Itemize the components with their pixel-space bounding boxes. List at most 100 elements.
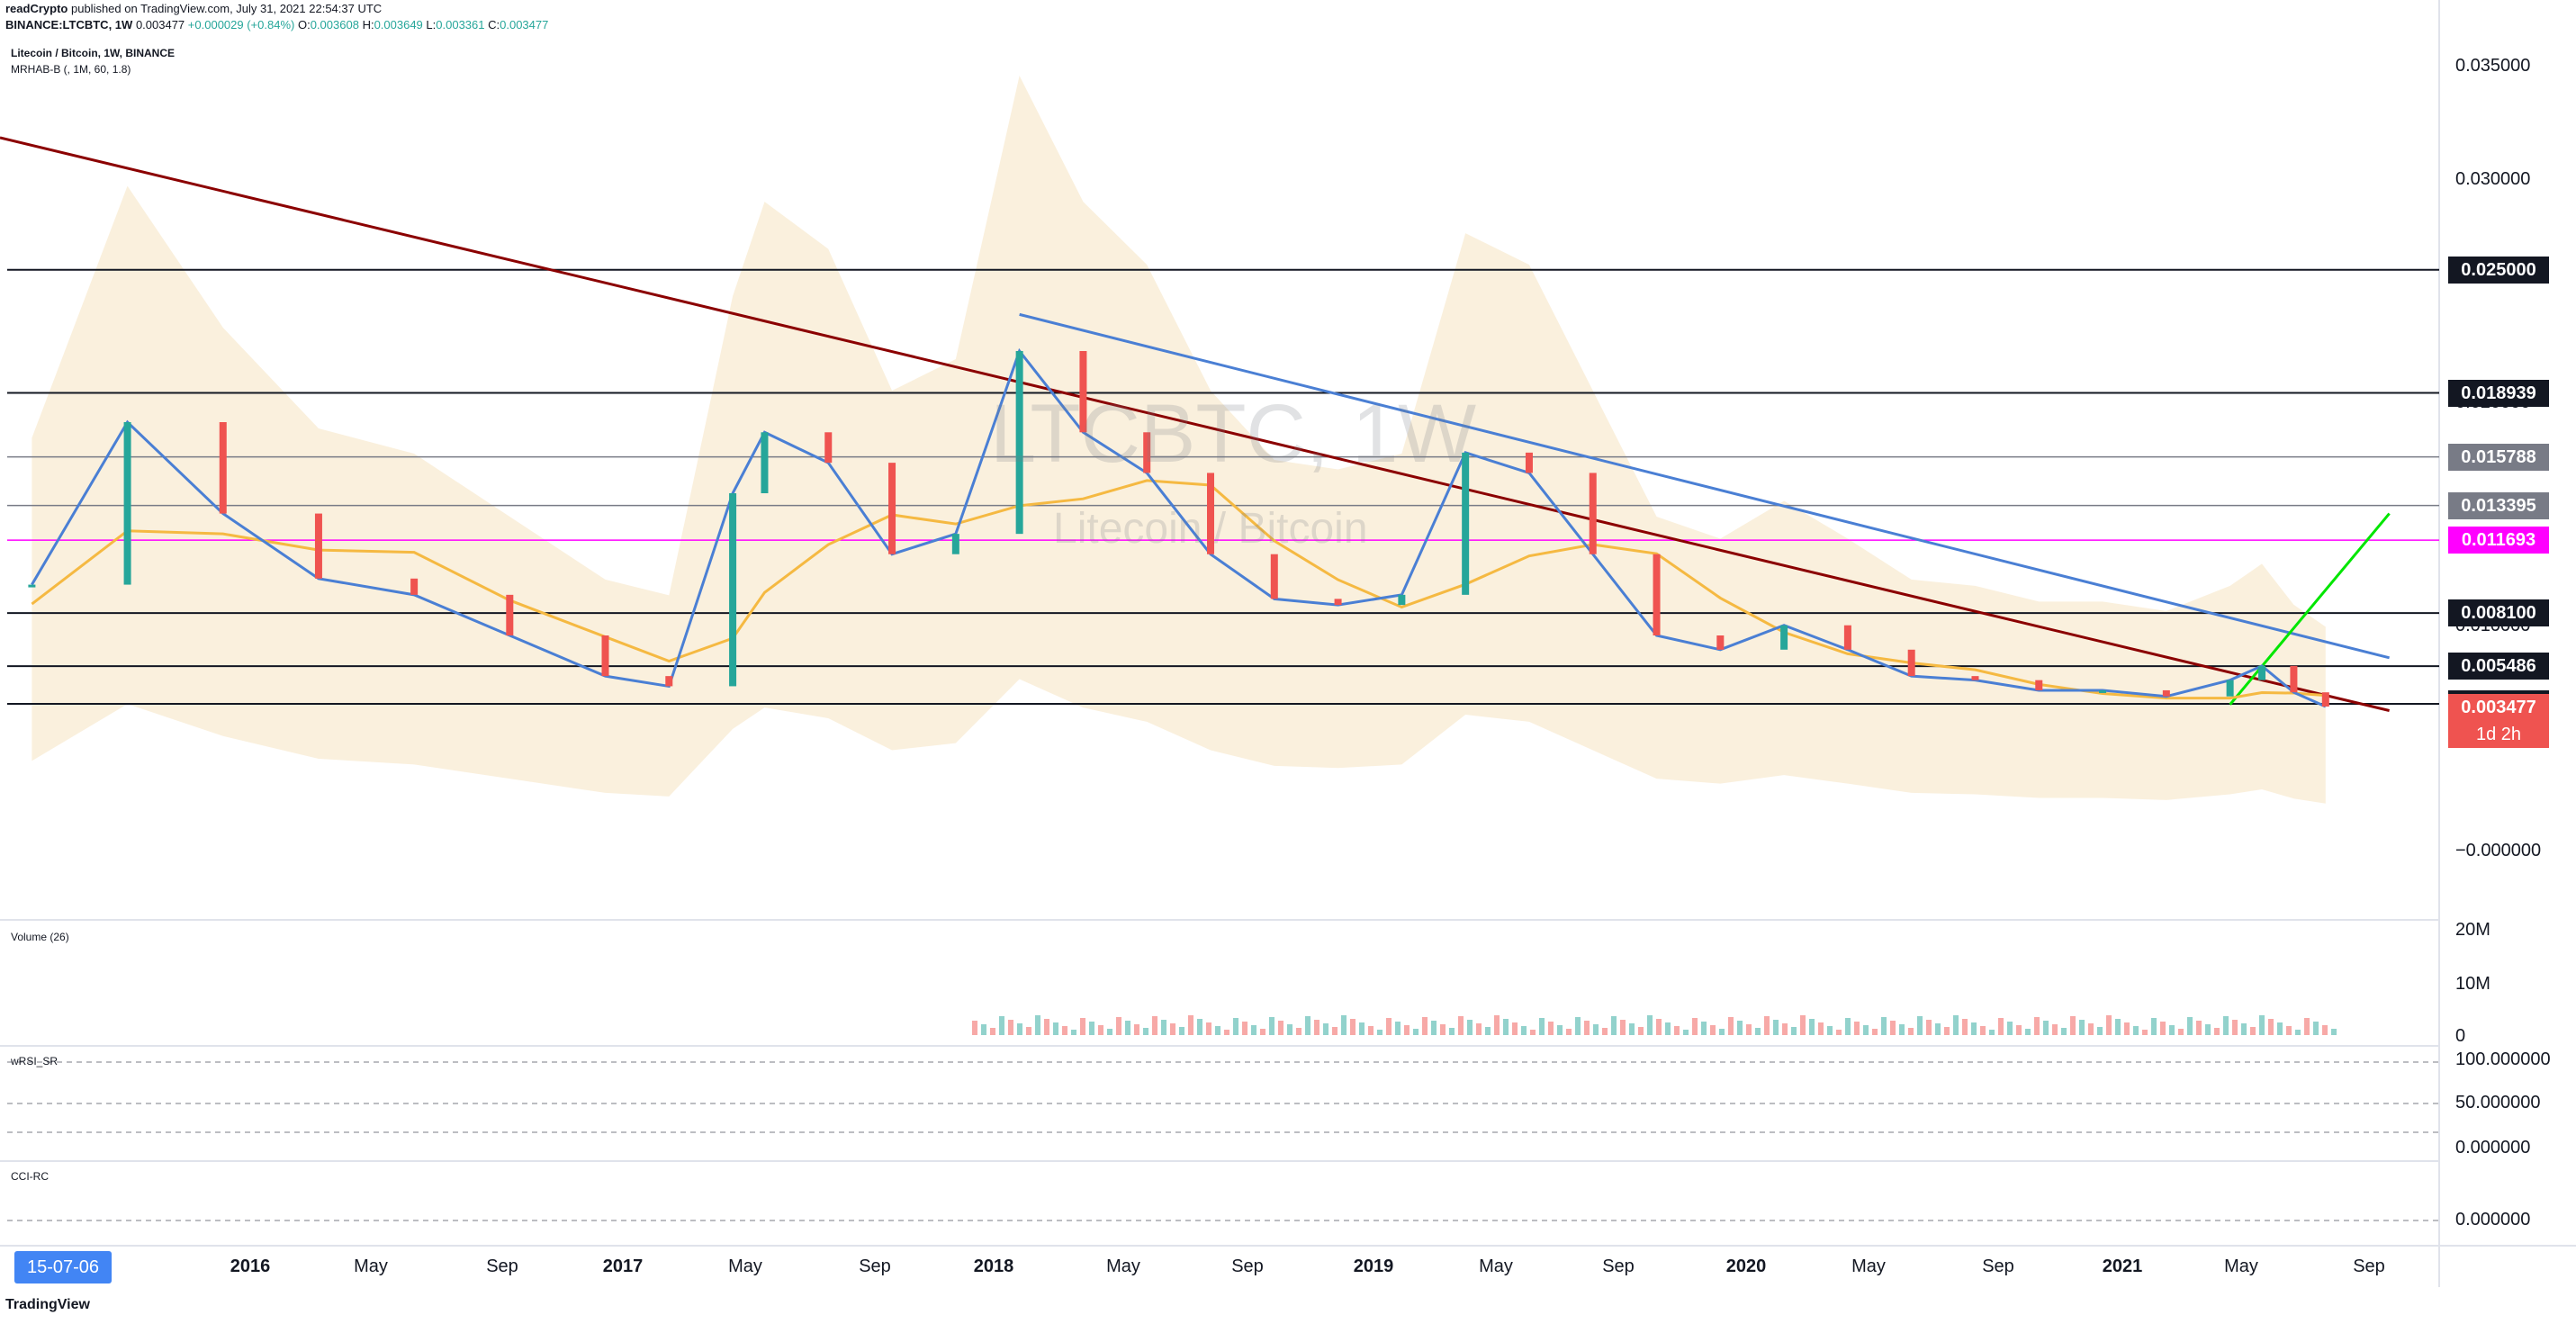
- volume-bar: [1368, 1026, 1374, 1035]
- volume-bar: [2331, 1029, 2337, 1035]
- volume-bar: [2097, 1027, 2103, 1035]
- volume-bar: [1125, 1021, 1130, 1035]
- volume-bar: [1260, 1029, 1265, 1035]
- volume-bar: [1422, 1017, 1428, 1035]
- candle: [506, 594, 514, 635]
- volume-bar: [1512, 1022, 1518, 1035]
- volume-bar: [1593, 1024, 1599, 1035]
- volume-bar: [981, 1024, 986, 1035]
- volume-bar: [2061, 1028, 2067, 1035]
- rsi-axis-label: 100.000000: [2455, 1049, 2551, 1069]
- volume-bar: [990, 1028, 995, 1035]
- volume-bar: [1197, 1019, 1202, 1035]
- volume-bar: [2007, 1022, 2013, 1035]
- cci-pane-label[interactable]: CCI-RC: [11, 1170, 49, 1183]
- volume-bar: [1521, 1026, 1527, 1035]
- time-axis-label: Sep: [2353, 1256, 2385, 1276]
- volume-bar: [1638, 1027, 1644, 1035]
- ema-line: [31, 479, 2326, 700]
- candle: [28, 584, 36, 588]
- volume-pane-label[interactable]: Volume (26): [11, 931, 69, 943]
- price-change: +0.000029 (+0.84%): [187, 18, 295, 32]
- volume-bar: [1377, 1030, 1383, 1035]
- publisher-name[interactable]: readCrypto: [5, 2, 68, 15]
- volume-bar: [1107, 1029, 1112, 1035]
- volume-bar: [1989, 1030, 1995, 1035]
- volume-bar: [1800, 1015, 1806, 1035]
- volume-bar: [1656, 1019, 1662, 1035]
- volume-bar: [1602, 1028, 1608, 1035]
- time-axis-label: May: [354, 1256, 388, 1276]
- volume-bar: [1953, 1015, 1959, 1035]
- volume-bar: [2232, 1020, 2238, 1035]
- price-tag: 0.013395: [2448, 491, 2549, 519]
- rsi-axis-label: 50.000000: [2455, 1093, 2541, 1112]
- volume-bar: [2313, 1022, 2319, 1035]
- volume-bar: [2268, 1019, 2274, 1035]
- volume-bar: [1467, 1020, 1473, 1035]
- low-label: L:: [426, 18, 437, 32]
- volume-bar: [2277, 1022, 2283, 1035]
- volume-bar: [2043, 1021, 2049, 1035]
- crosshair-date-label: 15-07-06: [14, 1251, 112, 1283]
- volume-bar: [1665, 1022, 1671, 1035]
- volume-bar: [1350, 1019, 1356, 1035]
- candle: [1525, 452, 1533, 473]
- high-value: 0.003649: [374, 18, 423, 32]
- volume-bar: [2241, 1023, 2247, 1035]
- candle: [1079, 351, 1087, 433]
- volume-bar: [1818, 1022, 1824, 1035]
- volume-bar: [1917, 1016, 1923, 1035]
- candle: [123, 422, 131, 585]
- name-watermark: Litecoin / Bitcoin: [1053, 505, 1368, 553]
- volume-bar: [1305, 1016, 1311, 1035]
- price-tag: 0.003477: [2448, 693, 2549, 721]
- price-tag: 0.008100: [2448, 599, 2549, 627]
- open-value: 0.003608: [310, 18, 359, 32]
- indicator-label[interactable]: MRHAB-B (, 1M, 60, 1.8): [11, 63, 131, 76]
- candle: [1462, 452, 1470, 595]
- volume-bar: [2142, 1030, 2148, 1035]
- close-label: C:: [488, 18, 500, 32]
- candle: [761, 432, 769, 493]
- candle: [824, 432, 833, 464]
- volume-bar: [1035, 1015, 1040, 1035]
- volume-bar: [2286, 1026, 2292, 1035]
- volume-bar: [1872, 1029, 1878, 1035]
- volume-bar: [1476, 1023, 1482, 1035]
- ohlc-header: BINANCE:LTCBTC, 1W 0.003477 +0.000029 (+…: [5, 18, 548, 32]
- rsi-axis-label: 0.000000: [2455, 1138, 2531, 1157]
- tradingview-logo[interactable]: TradingView: [5, 1297, 90, 1312]
- volume-bar: [1881, 1017, 1887, 1035]
- volume-bar: [1494, 1015, 1500, 1035]
- volume-bar: [1161, 1020, 1166, 1035]
- trendline: [0, 136, 2390, 712]
- volume-bar: [1386, 1018, 1392, 1035]
- volume-bar: [1575, 1017, 1581, 1035]
- time-axis-label: 2016: [230, 1256, 271, 1276]
- volume-bar: [1791, 1027, 1797, 1035]
- volume-bar: [2124, 1022, 2130, 1035]
- volume-bar: [2088, 1023, 2094, 1035]
- published-text: published on TradingView.com, July 31, 2…: [70, 2, 383, 15]
- volume-bar: [2160, 1022, 2166, 1035]
- candle: [1971, 676, 1979, 680]
- volume-bar: [1188, 1015, 1193, 1035]
- candle: [665, 676, 673, 687]
- volume-bar: [1017, 1023, 1022, 1035]
- volume-bar: [1341, 1015, 1347, 1035]
- volume-bar: [1962, 1019, 1968, 1035]
- time-axis-label: 2019: [1353, 1256, 1394, 1276]
- candle: [1398, 594, 1406, 606]
- volume-bar: [1890, 1021, 1896, 1035]
- volume-bar: [1863, 1025, 1869, 1035]
- price-tag: 0.005486: [2448, 653, 2549, 680]
- rsi-pane-label[interactable]: wRSI_SR: [11, 1055, 59, 1067]
- volume-bar: [2214, 1028, 2220, 1035]
- close-value: 0.003477: [500, 18, 549, 32]
- candle: [1589, 473, 1597, 554]
- volume-bar: [1854, 1022, 1860, 1035]
- low-value: 0.003361: [436, 18, 485, 32]
- candle: [729, 493, 737, 687]
